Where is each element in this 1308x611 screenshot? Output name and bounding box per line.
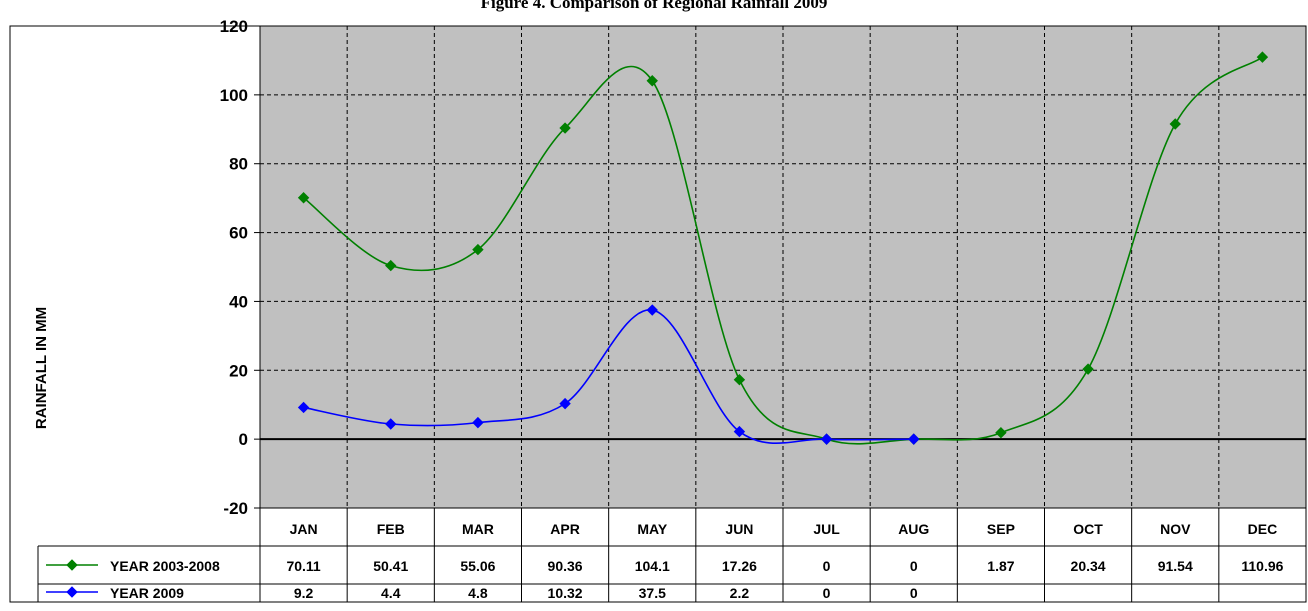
data-point <box>908 433 920 445</box>
data-label: 20.34 <box>1071 558 1106 574</box>
x-category-label: DEC <box>1248 521 1278 537</box>
data-label: 4.4 <box>381 585 401 601</box>
data-label: 0 <box>910 585 918 601</box>
data-label: 90.36 <box>548 558 583 574</box>
x-category-label: JAN <box>290 521 318 537</box>
y-tick-label: 80 <box>229 155 248 174</box>
data-point <box>472 243 484 256</box>
data-label: 37.5 <box>639 585 666 601</box>
data-point <box>820 433 833 445</box>
data-point <box>559 397 571 410</box>
data-label: 10.32 <box>548 585 583 601</box>
y-tick-label: 60 <box>229 224 248 243</box>
data-point <box>472 416 484 429</box>
data-point <box>733 425 746 438</box>
data-label: 55.06 <box>460 558 495 574</box>
y-tick-label: -20 <box>223 499 248 518</box>
data-point <box>385 418 397 430</box>
x-category-label: NOV <box>1160 521 1191 537</box>
data-point <box>646 304 658 316</box>
data-point <box>733 374 746 386</box>
data-label: 9.2 <box>294 585 314 601</box>
x-category-label: MAY <box>637 521 667 537</box>
plot-area: -20 0 20 40 60 80 100 120 <box>220 17 1307 518</box>
data-label: 0 <box>910 558 918 574</box>
data-label: 0 <box>823 558 831 574</box>
y-axis-label: RAINFALL IN MM <box>33 307 50 429</box>
series-line <box>303 56 1263 445</box>
x-category-label: FEB <box>377 521 405 537</box>
y-tick-label: 40 <box>229 292 248 311</box>
data-point <box>646 75 658 87</box>
data-table: JAN FEB MAR APR MAY JUN JUL AUG SEP OCT NOV DEC YEAR… <box>37 508 1306 603</box>
data-label: 4.8 <box>468 585 488 601</box>
data-point <box>385 259 397 272</box>
data-label: 70.11 <box>286 558 320 574</box>
series-2 <box>297 304 920 445</box>
y-tick-label: 0 <box>239 430 248 449</box>
y-tick-label: 20 <box>229 361 248 380</box>
legend-marker <box>66 559 78 571</box>
legend-series-name: YEAR 2009 <box>110 585 184 601</box>
data-label: 110.96 <box>1241 558 1283 574</box>
data-label: 104.1 <box>635 558 670 574</box>
data-label: 0 <box>823 585 831 601</box>
y-tick-label: 100 <box>220 86 248 105</box>
y-tick-label: 120 <box>220 17 248 36</box>
legend-series-name: YEAR 2003-2008 <box>110 558 220 574</box>
x-category-label: JUL <box>813 521 840 537</box>
data-point <box>1169 118 1181 130</box>
x-category-label: OCT <box>1073 521 1103 537</box>
data-label: 2.2 <box>730 585 750 601</box>
x-category-label: JUN <box>725 521 753 537</box>
data-point <box>559 122 571 134</box>
chart-title: Figure 4. Comparison of Regional Rainfal… <box>481 0 828 12</box>
x-category-label: AUG <box>898 521 929 537</box>
x-category-label: APR <box>550 521 580 537</box>
data-point <box>1082 363 1094 375</box>
x-category-label: MAR <box>462 521 494 537</box>
data-label: 17.26 <box>722 558 757 574</box>
data-label: 50.41 <box>373 558 408 574</box>
legend-marker <box>66 586 78 598</box>
x-category-label: SEP <box>987 521 1015 537</box>
data-point <box>297 192 310 204</box>
data-point <box>1256 51 1269 63</box>
data-point <box>995 426 1007 439</box>
data-label: 1.87 <box>987 558 1014 574</box>
series-line <box>303 309 914 444</box>
data-label: 91.54 <box>1158 558 1193 574</box>
data-point <box>297 401 310 414</box>
